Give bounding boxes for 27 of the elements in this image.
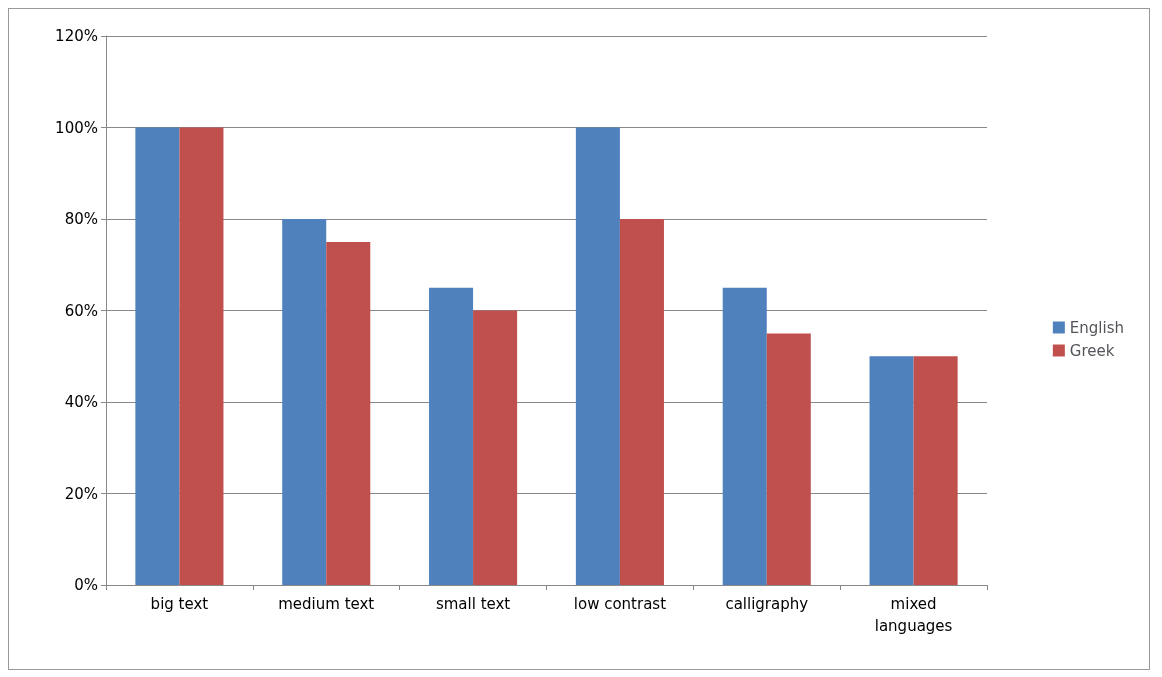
y-tick-label: 20%	[64, 484, 98, 503]
bar	[429, 287, 474, 585]
bar	[575, 127, 620, 585]
x-tick-label: small text	[435, 595, 511, 613]
bar	[766, 333, 811, 585]
x-tick-label: low contrast	[573, 595, 667, 613]
y-tick-label: 80%	[64, 210, 98, 228]
bar	[473, 310, 518, 585]
bar	[135, 127, 180, 585]
x-tick-label: medium text	[278, 595, 375, 613]
y-tick-label: 120%	[55, 27, 98, 45]
y-tick-label: 0%	[74, 576, 98, 594]
bar	[722, 287, 767, 585]
bar	[913, 356, 958, 585]
x-tick-label: calligraphy	[725, 595, 809, 613]
bar	[326, 241, 371, 585]
x-tick-label: big text	[150, 595, 209, 613]
bar	[282, 219, 327, 585]
legend-label: Greek	[1069, 341, 1115, 360]
bar	[869, 356, 914, 585]
legend-label: English	[1069, 318, 1125, 337]
y-tick-label: 60%	[64, 301, 98, 320]
y-tick-label: 100%	[55, 118, 98, 137]
bar	[179, 127, 224, 585]
x-tick-label: mixed languages	[874, 595, 953, 635]
bar	[619, 219, 664, 585]
y-tick-label: 40%	[64, 393, 98, 411]
